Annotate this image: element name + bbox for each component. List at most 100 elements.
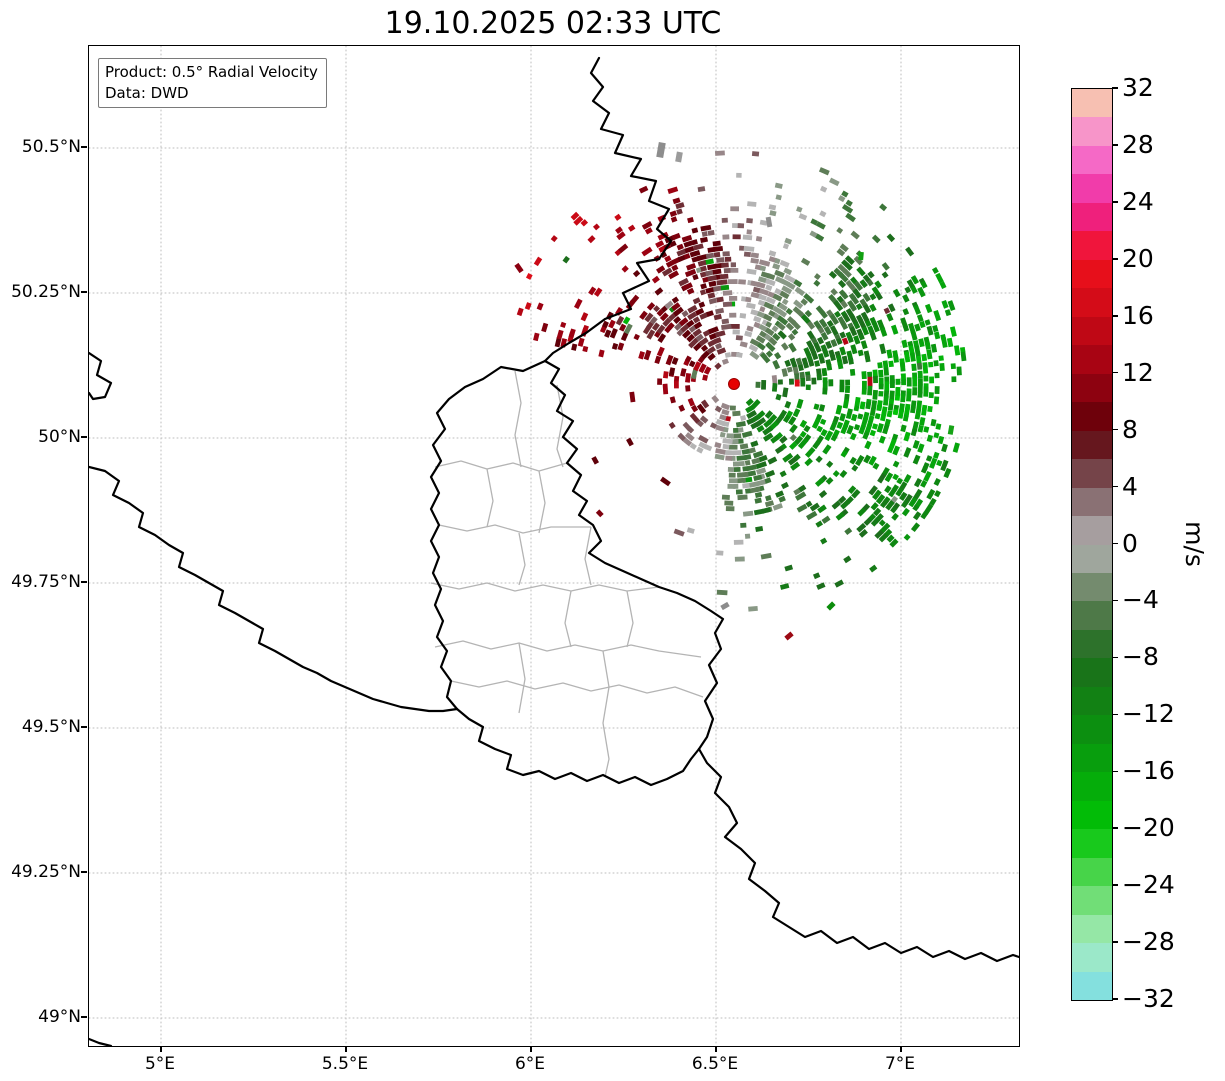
radar-gate	[775, 393, 782, 401]
radar-gate	[864, 440, 872, 450]
radar-gate	[901, 379, 907, 386]
radar-gate	[746, 464, 757, 472]
radar-gate	[796, 503, 808, 513]
radar-gate	[740, 522, 747, 528]
radar-gate	[864, 319, 872, 327]
radar-gate	[929, 376, 935, 384]
radar-gate	[843, 555, 852, 564]
radar-gate	[923, 470, 932, 482]
radar-gate	[748, 606, 758, 612]
radar-gate	[667, 322, 675, 330]
radar-gate	[910, 285, 918, 294]
radar-gate	[671, 232, 681, 241]
radar-gate	[850, 230, 860, 240]
radar-gate	[830, 434, 838, 442]
radar-gate	[904, 286, 912, 294]
radar-gate	[895, 487, 904, 497]
radar-gate	[908, 497, 918, 508]
radar-gate	[889, 390, 895, 401]
radar-gate	[872, 507, 882, 517]
radar-gate	[910, 406, 916, 414]
radar-gate	[902, 414, 909, 422]
radar-gate	[910, 275, 920, 285]
radar-gate	[818, 167, 830, 176]
radar-gate	[707, 352, 716, 361]
radar-gate	[853, 255, 864, 266]
colorbar-tick-mark	[1112, 542, 1118, 545]
radar-gate	[812, 572, 821, 580]
radar-gate	[524, 302, 532, 311]
radar-gate	[819, 357, 826, 364]
radar-gate	[890, 506, 898, 514]
radar-gate	[836, 337, 843, 345]
radar-gate	[804, 309, 813, 318]
radar-gate	[805, 384, 811, 391]
radar-gate	[921, 404, 928, 416]
radar-gate	[845, 408, 853, 420]
radar-gate	[784, 564, 794, 572]
radar-gate	[884, 381, 890, 392]
radar-gate	[879, 203, 888, 212]
radar-gate	[662, 383, 669, 395]
radar-gate	[755, 526, 764, 533]
radar-gate	[844, 385, 851, 394]
y-tick-mark	[81, 726, 87, 728]
radar-gate	[879, 498, 890, 509]
colorbar-tick-mark	[1112, 998, 1118, 1000]
radar-gate	[689, 442, 697, 450]
radar-gate	[869, 564, 878, 573]
radar-gate	[903, 351, 911, 363]
radar-gate	[769, 210, 777, 217]
radar-gate	[533, 332, 540, 342]
radar-gate	[708, 280, 717, 288]
radar-gate	[860, 340, 868, 350]
radar-gate	[592, 223, 600, 231]
radar-gate	[621, 265, 629, 273]
colorbar-band	[1072, 658, 1112, 687]
radar-gate	[912, 439, 920, 449]
radar-gate	[847, 485, 857, 494]
radar-gate	[755, 479, 766, 487]
radar-gate	[700, 224, 712, 232]
colorbar-tick-mark	[1112, 371, 1118, 374]
radar-gate	[953, 345, 961, 356]
radar-gate	[736, 455, 747, 461]
colorbar-tick-label: 24	[1122, 186, 1154, 216]
radar-gate	[550, 235, 558, 243]
colorbar-tick-mark	[1112, 258, 1118, 260]
radar-gate	[839, 243, 849, 253]
radar-gate	[651, 322, 660, 331]
colorbar-band	[1072, 743, 1112, 773]
radar-gate	[751, 414, 761, 423]
colorbar-band	[1072, 857, 1112, 887]
radar-gate	[669, 367, 676, 376]
radar-gate	[772, 359, 781, 370]
radar-gate	[930, 343, 938, 353]
radar-gate	[845, 199, 853, 207]
radar-gate	[728, 472, 736, 478]
radar-gate	[672, 197, 681, 205]
canton-border	[438, 524, 591, 534]
radar-gate	[732, 461, 739, 467]
border-layer	[89, 56, 1019, 1046]
colorbar-tick-label: 8	[1122, 414, 1138, 444]
radar-gate	[912, 511, 922, 521]
radar-gate	[788, 378, 795, 385]
radar-gate	[746, 325, 754, 332]
radar-gate	[849, 303, 857, 312]
radar-gate	[722, 443, 730, 450]
radar-gate	[814, 360, 821, 367]
radar-gate	[678, 404, 686, 412]
radar-gate	[789, 441, 798, 450]
radar-gate	[765, 284, 773, 291]
radar-gate	[951, 376, 957, 383]
x-tick-label: 6°E	[514, 1054, 546, 1074]
colorbar-band	[1072, 715, 1112, 744]
y-tick-label: 49.5°N	[21, 717, 81, 737]
radar-gate	[785, 307, 793, 316]
radar-gate	[771, 375, 778, 384]
radar-gate	[902, 308, 910, 316]
colorbar-tick-mark	[1112, 713, 1118, 716]
radar-gate	[616, 231, 626, 241]
radar-gate	[707, 292, 716, 299]
